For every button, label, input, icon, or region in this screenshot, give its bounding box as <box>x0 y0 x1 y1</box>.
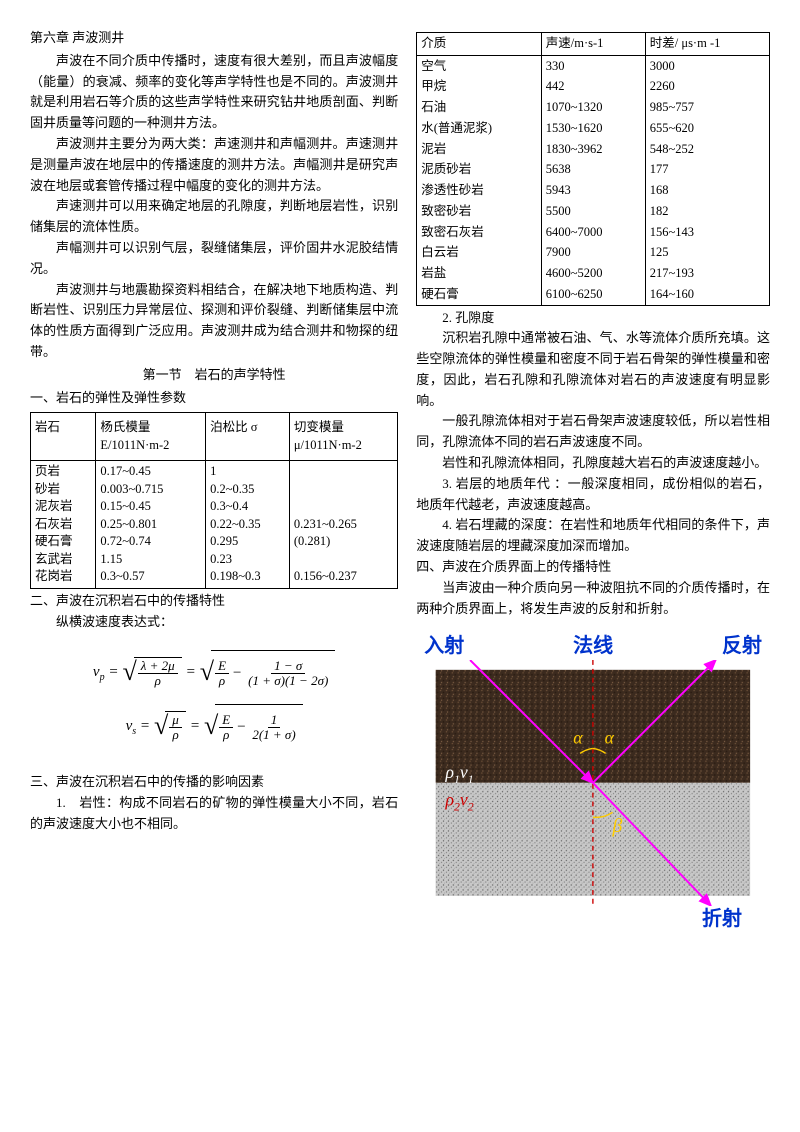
para-age: 3. 岩层的地质年代 ：一般深度相同，成份相似的岩石，地质年代越老，声波速度越高… <box>416 474 770 516</box>
para-porosity-1: 沉积岩孔隙中通常被石油、气、水等流体介质所充填。这些空隙流体的弹性模量和密度不同… <box>416 328 770 411</box>
label-reflect: 反射 <box>722 629 762 658</box>
t2-h0: 介质 <box>417 33 542 56</box>
para-intro-5: 声波测井与地震勘探资料相结合，在解决地下地质构造、判断岩性、识别压力异常层位、探… <box>30 280 398 363</box>
heading-1: 一、岩石的弹性及弹性参数 <box>30 388 398 409</box>
t1-h2: 泊松比 σ <box>206 413 290 461</box>
t1-col2: 10.2~0.350.3~0.40.22~0.350.2950.230.198~… <box>206 461 290 589</box>
label-incident: 入射 <box>424 629 464 658</box>
section-1-title: 第一节 岩石的声学特性 <box>30 365 398 386</box>
t2-h1: 声速/m·s-1 <box>541 33 645 56</box>
heading-2-sub: 纵横波速度表达式： <box>30 612 398 633</box>
refraction-diagram: 入射 法线 反射 <box>416 629 770 931</box>
label-normal: 法线 <box>573 629 613 658</box>
para-intro-3: 声速测井可以用来确定地层的孔隙度，判断地层岩性，识别储集层的流体性质。 <box>30 196 398 238</box>
para-factor-1: 1. 岩性：构成不同岩石的矿物的弹性模量大小不同，岩石的声波速度大小也不相同。 <box>30 793 398 835</box>
heading-2: 二、声波在沉积岩石中的传播特性 <box>30 591 398 612</box>
para-intro-4: 声幅测井可以识别气层，裂缝储集层，评价固井水泥胶结情况。 <box>30 238 398 280</box>
label-refract: 折射 <box>416 902 770 931</box>
t2-col2: 30002260985~757655~620548~25217716818215… <box>645 55 769 305</box>
svg-text:β: β <box>612 815 623 837</box>
right-column: 介质 声速/m·s-1 时差/ μs·m -1 空气甲烷石油水(普通泥浆)泥岩泥… <box>416 28 770 1112</box>
para-porosity-h: 2. 孔隙度 <box>416 308 770 329</box>
t1-col3: 0.231~0.265(0.281) 0.156~0.237 <box>289 461 397 589</box>
svg-text:α: α <box>605 728 615 748</box>
t1-h0: 岩石 <box>31 413 96 461</box>
heading-4: 四、声波在介质界面上的传播特性 <box>416 557 770 578</box>
vp-formula: vp = √ λ + 2μρ = √ Eρ − 1 − σ(1 + σ)(1 −… <box>30 650 398 694</box>
t1-col1: 0.17~0.450.003~0.7150.15~0.450.25~0.8010… <box>96 461 206 589</box>
velocity-table: 介质 声速/m·s-1 时差/ μs·m -1 空气甲烷石油水(普通泥浆)泥岩泥… <box>416 32 770 306</box>
diagram-svg: α α β ρ1v1 ρ2v2 <box>416 660 770 906</box>
elastic-params-table: 岩石 杨氏模量 E/1011N·m-2 泊松比 σ 切变模量 μ/1011N·m… <box>30 412 398 589</box>
heading-3: 三、声波在沉积岩石中的传播的影响因素 <box>30 772 398 793</box>
para-interface: 当声波由一种介质向另一种波阻抗不同的介质传播时，在两种介质界面上，将发生声波的反… <box>416 578 770 620</box>
t1-h1: 杨氏模量 E/1011N·m-2 <box>96 413 206 461</box>
vs-formula: vs = √ μρ = √ Eρ − 12(1 + σ) <box>30 704 398 748</box>
chapter-title: 第六章 声波测井 <box>30 28 398 49</box>
t2-col0: 空气甲烷石油水(普通泥浆)泥岩泥质砂岩渗透性砂岩致密砂岩致密石灰岩白云岩岩盐硬石… <box>417 55 542 305</box>
para-intro-1: 声波在不同介质中传播时，速度有很大差别，而且声波幅度（能量）的衰减、频率的变化等… <box>30 51 398 134</box>
svg-text:α: α <box>573 728 583 748</box>
para-intro-2: 声波测井主要分为两大类：声速测井和声幅测井。声速测井是测量声波在地层中的传播速度… <box>30 134 398 196</box>
left-column: 第六章 声波测井 声波在不同介质中传播时，速度有很大差别，而且声波幅度（能量）的… <box>30 28 398 1112</box>
para-depth: 4. 岩石埋藏的深度：在岩性和地质年代相同的条件下，声波速度随岩层的埋藏深度加深… <box>416 515 770 557</box>
t1-h3: 切变模量 μ/1011N·m-2 <box>289 413 397 461</box>
t1-col0: 页岩砂岩泥灰岩石灰岩硬石膏玄武岩花岗岩 <box>31 461 96 589</box>
t2-col1: 3304421070~13201530~16201830~39625638594… <box>541 55 645 305</box>
velocity-formulas: vp = √ λ + 2μρ = √ Eρ − 1 − σ(1 + σ)(1 −… <box>30 632 398 772</box>
para-porosity-3: 岩性和孔隙流体相同，孔隙度越大岩石的声波速度越小。 <box>416 453 770 474</box>
t2-h2: 时差/ μs·m -1 <box>645 33 769 56</box>
para-porosity-2: 一般孔隙流体相对于岩石骨架声波速度较低，所以岩性相同，孔隙流体不同的岩石声波速度… <box>416 411 770 453</box>
